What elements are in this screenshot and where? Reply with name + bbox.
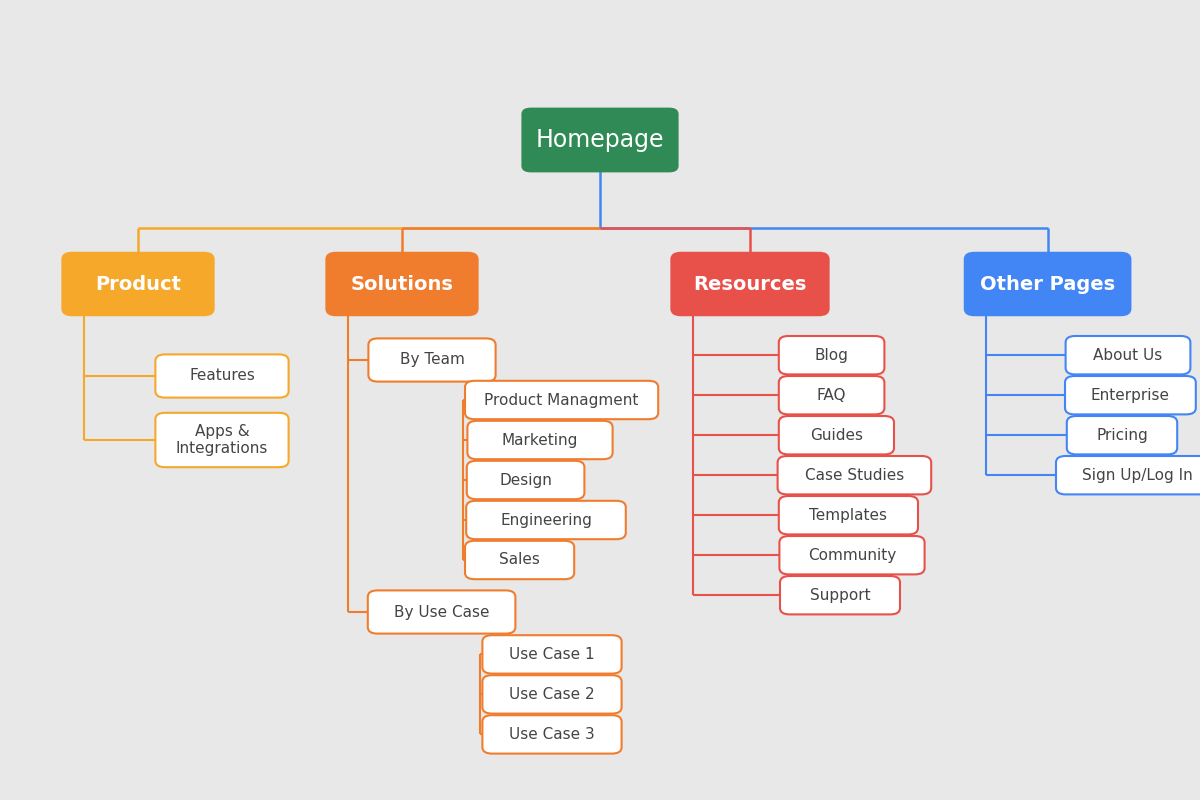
FancyBboxPatch shape — [779, 376, 884, 414]
FancyBboxPatch shape — [482, 675, 622, 714]
FancyBboxPatch shape — [368, 590, 516, 634]
Text: Marketing: Marketing — [502, 433, 578, 447]
Text: Sign Up/Log In: Sign Up/Log In — [1082, 468, 1193, 482]
FancyBboxPatch shape — [780, 576, 900, 614]
FancyBboxPatch shape — [672, 253, 829, 315]
Text: Enterprise: Enterprise — [1091, 388, 1170, 402]
Text: By Team: By Team — [400, 353, 464, 367]
FancyBboxPatch shape — [156, 354, 288, 398]
FancyBboxPatch shape — [468, 421, 613, 459]
Text: Solutions: Solutions — [350, 274, 454, 294]
Text: Apps &
Integrations: Apps & Integrations — [176, 424, 268, 456]
Text: Engineering: Engineering — [500, 513, 592, 527]
FancyBboxPatch shape — [521, 108, 679, 172]
FancyBboxPatch shape — [1056, 456, 1200, 494]
FancyBboxPatch shape — [466, 501, 626, 539]
FancyBboxPatch shape — [779, 336, 884, 374]
Text: Case Studies: Case Studies — [805, 468, 904, 482]
FancyBboxPatch shape — [156, 413, 288, 467]
FancyBboxPatch shape — [466, 381, 658, 419]
FancyBboxPatch shape — [779, 416, 894, 454]
FancyBboxPatch shape — [326, 253, 478, 315]
Text: Features: Features — [190, 369, 254, 383]
Text: Resources: Resources — [694, 274, 806, 294]
FancyBboxPatch shape — [778, 456, 931, 494]
FancyBboxPatch shape — [482, 635, 622, 674]
Text: Templates: Templates — [809, 508, 888, 522]
FancyBboxPatch shape — [368, 338, 496, 382]
Text: Product: Product — [95, 274, 181, 294]
Text: Design: Design — [499, 473, 552, 487]
FancyBboxPatch shape — [1066, 376, 1195, 414]
Text: Other Pages: Other Pages — [980, 274, 1115, 294]
FancyBboxPatch shape — [466, 541, 575, 579]
Text: Homepage: Homepage — [535, 128, 665, 152]
Text: Product Managment: Product Managment — [485, 393, 638, 407]
FancyBboxPatch shape — [965, 253, 1130, 315]
FancyBboxPatch shape — [1067, 416, 1177, 454]
Text: Support: Support — [810, 588, 870, 602]
FancyBboxPatch shape — [1066, 336, 1190, 374]
Text: Guides: Guides — [810, 428, 863, 442]
FancyBboxPatch shape — [779, 496, 918, 534]
Text: Pricing: Pricing — [1096, 428, 1148, 442]
Text: Use Case 3: Use Case 3 — [509, 727, 595, 742]
Text: About Us: About Us — [1093, 348, 1163, 362]
FancyBboxPatch shape — [780, 536, 924, 574]
Text: Use Case 1: Use Case 1 — [509, 647, 595, 662]
Text: By Use Case: By Use Case — [394, 605, 490, 619]
Text: Sales: Sales — [499, 553, 540, 567]
Text: Use Case 2: Use Case 2 — [509, 687, 595, 702]
Text: Community: Community — [808, 548, 896, 562]
FancyBboxPatch shape — [467, 461, 584, 499]
Text: FAQ: FAQ — [817, 388, 846, 402]
FancyBboxPatch shape — [62, 253, 214, 315]
Text: Blog: Blog — [815, 348, 848, 362]
FancyBboxPatch shape — [482, 715, 622, 754]
